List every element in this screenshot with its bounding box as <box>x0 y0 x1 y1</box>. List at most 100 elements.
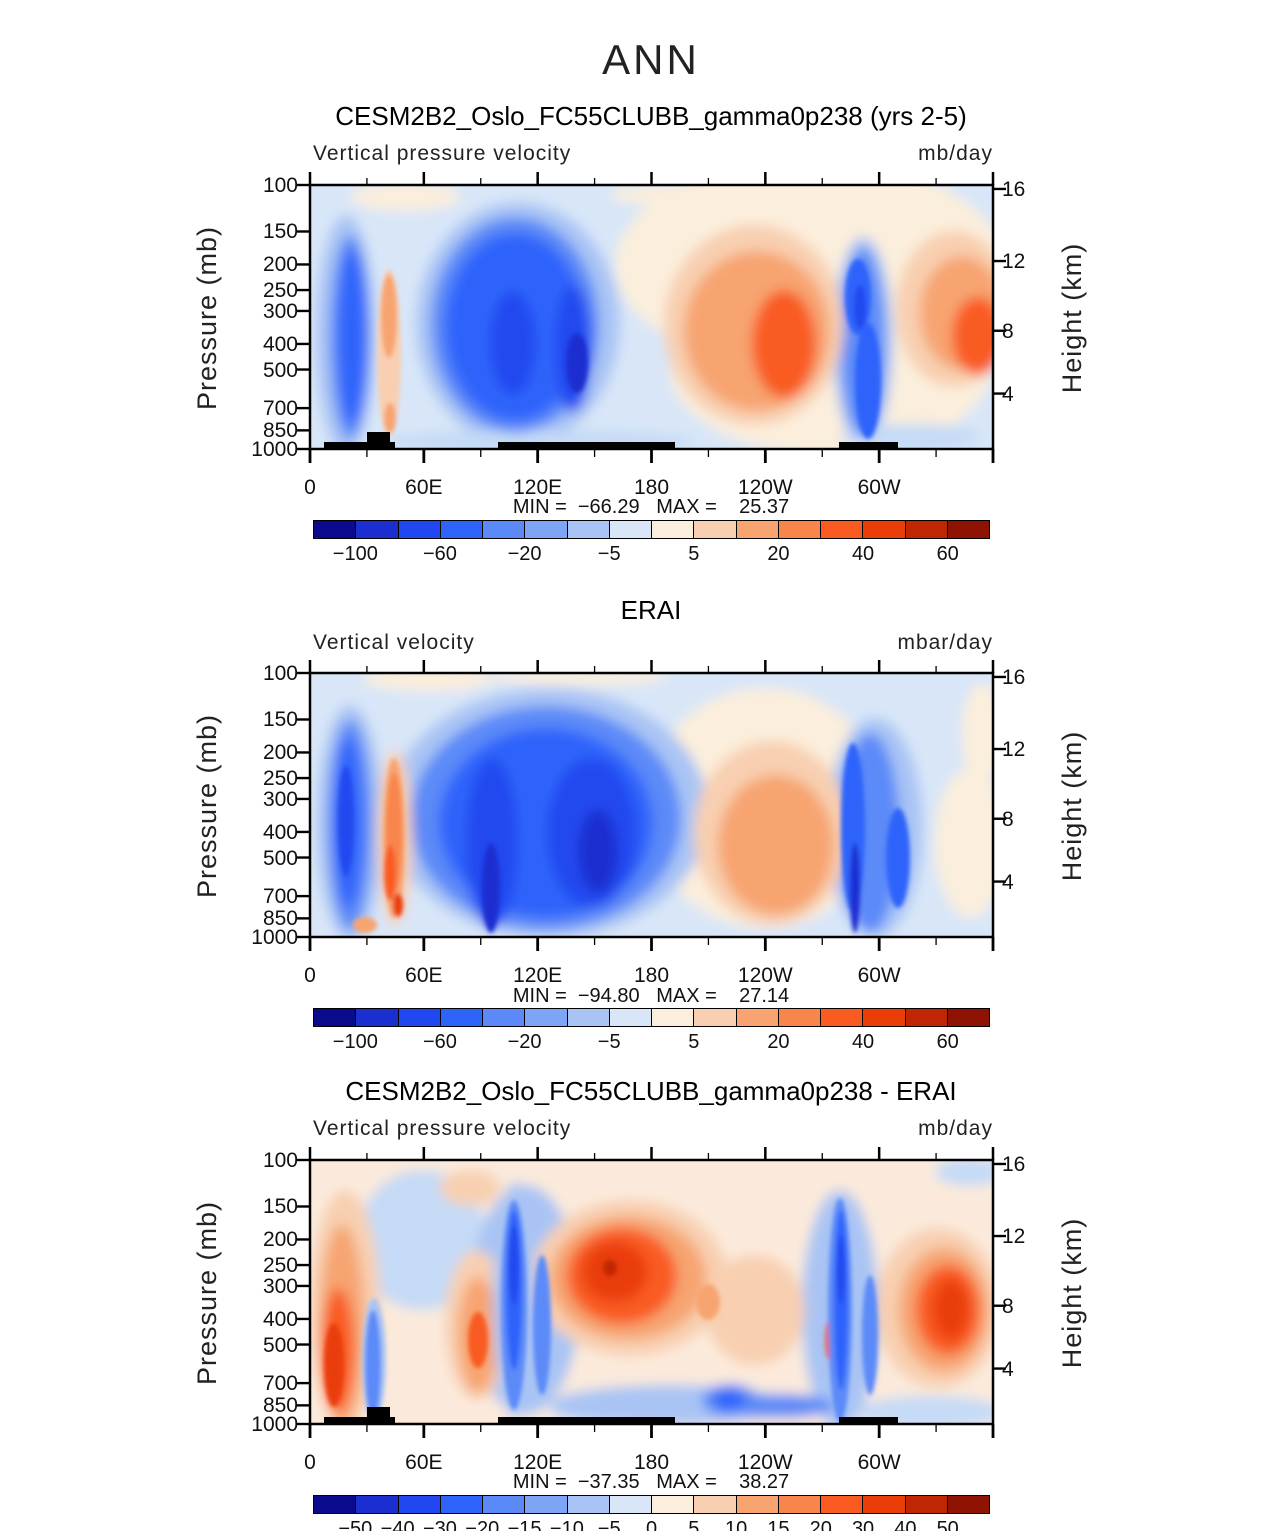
pressure-tick-label: 300 <box>262 787 298 811</box>
colorbar-tick-label: 40 <box>851 543 875 565</box>
colorbar-tick-label: 5 <box>688 1031 700 1053</box>
contour-feature <box>850 843 860 933</box>
height-tick-label: 8 <box>1002 807 1014 831</box>
colorbar-tick-label: −60 <box>422 543 457 565</box>
colorbar-segment <box>693 1008 737 1027</box>
colorbar-tick-label: 60 <box>936 543 959 565</box>
colorbar-segment <box>482 1495 526 1514</box>
contour-feature <box>466 758 518 928</box>
panel-3-pressure-axis-label: Pressure (mb) <box>192 1200 222 1386</box>
contour-feature <box>578 809 618 893</box>
contour-feature <box>713 1390 745 1410</box>
colorbar-tick-label: 15 <box>767 1518 790 1531</box>
colorbar-segment <box>904 520 948 539</box>
x-tick-label: 120E <box>513 476 563 499</box>
x-tick-label: 180 <box>633 1451 670 1474</box>
pressure-tick-label: 400 <box>262 820 298 844</box>
height-tick-label: 4 <box>1002 1357 1014 1381</box>
colorbar-tick-label: 30 <box>851 1518 875 1531</box>
colorbar-tick-label: −15 <box>507 1518 542 1531</box>
colorbar-segment <box>651 520 695 539</box>
pressure-tick-label: 850 <box>262 419 298 443</box>
colorbar-segment <box>735 1008 779 1027</box>
x-tick-label: 60W <box>857 964 901 987</box>
colorbar-segment <box>439 1495 483 1514</box>
pressure-tick-label: 400 <box>262 1307 298 1331</box>
colorbar-tick-label: 40 <box>894 1518 917 1531</box>
pressure-tick-label: 850 <box>262 1394 298 1418</box>
topography-bar <box>839 442 898 449</box>
colorbar-segment <box>946 1008 990 1027</box>
contour-feature <box>509 1225 519 1305</box>
height-tick-label: 16 <box>1002 177 1026 201</box>
contour-feature <box>393 893 403 917</box>
colorbar-segment <box>693 520 737 539</box>
pressure-tick-label: 500 <box>262 1333 298 1357</box>
pressure-tick-label: 700 <box>262 1372 298 1396</box>
panel-2-height-axis-label: Height (km) <box>1057 730 1087 882</box>
colorbar-tick-label: −5 <box>597 1518 621 1531</box>
colorbar-segment <box>397 1008 441 1027</box>
colorbar-segment <box>524 1008 568 1027</box>
colorbar-tick-label: 20 <box>767 1031 790 1053</box>
colorbar-segment <box>946 1495 990 1514</box>
colorbar-tick-label: 0 <box>645 1518 658 1531</box>
colorbar-tick-label: 5 <box>688 1518 700 1531</box>
contour-feature <box>365 1310 381 1420</box>
panel-1-minmax-text: MIN = −66.29 MAX = 25.37 <box>512 496 790 518</box>
colorbar-segment <box>862 520 906 539</box>
contour-feature <box>566 333 588 393</box>
contour-feature <box>952 297 993 375</box>
pressure-tick-label: 150 <box>262 1195 298 1219</box>
contour-feature <box>854 285 866 329</box>
contour-feature <box>468 1312 488 1368</box>
colorbar <box>313 520 990 539</box>
contour-feature <box>603 1260 617 1276</box>
x-tick-label: 120E <box>513 964 563 987</box>
contour-feature <box>610 185 730 205</box>
contour-feature <box>935 1160 993 1186</box>
colorbar-segment <box>904 1495 948 1514</box>
x-tick-label: 120W <box>737 476 793 499</box>
panel-3-height-axis-label: Height (km) <box>1057 1217 1087 1369</box>
pressure-tick-label: 1000 <box>251 1413 298 1436</box>
contour-feature <box>855 323 881 439</box>
colorbar-tick-label: −100 <box>332 543 378 565</box>
figure-title: ANN <box>602 36 700 83</box>
pressure-tick-label: 100 <box>262 662 298 685</box>
x-tick-label: 120E <box>513 1451 563 1474</box>
contour-feature <box>725 1394 835 1418</box>
colorbar-tick-label: −10 <box>549 1518 584 1531</box>
height-tick-label: 16 <box>1002 665 1026 689</box>
height-tick-label: 16 <box>1002 1152 1026 1176</box>
height-tick-label: 12 <box>1002 738 1026 762</box>
colorbar-tick-label: 5 <box>688 543 700 565</box>
colorbar-segment <box>820 520 864 539</box>
panel-1-field-label: Vertical pressure velocity <box>313 142 572 165</box>
panel-3-units-label: mb/day <box>918 1117 993 1140</box>
colorbar <box>313 1495 990 1514</box>
panel-1-units-label: mb/day <box>918 142 993 165</box>
colorbar-tick-label: −20 <box>507 543 542 565</box>
contour-feature <box>886 808 910 908</box>
contour-feature <box>837 1235 845 1305</box>
colorbar-segment <box>608 1495 652 1514</box>
topography-bar <box>324 1417 395 1424</box>
pressure-tick-label: 850 <box>262 907 298 931</box>
topography-bar <box>324 442 395 449</box>
colorbar-segment <box>862 1008 906 1027</box>
x-tick-label: 60W <box>857 476 901 499</box>
colorbar-segment <box>397 1495 441 1514</box>
pressure-tick-label: 300 <box>262 1274 298 1298</box>
topography-bar <box>839 1417 898 1424</box>
colorbar-segment <box>439 1008 483 1027</box>
height-tick-label: 4 <box>1002 382 1014 406</box>
colorbar-segment <box>313 1495 357 1514</box>
panel-2-units-label: mbar/day <box>897 631 993 654</box>
contour-feature <box>933 1279 969 1339</box>
x-tick-label: 0 <box>304 964 316 987</box>
colorbar-segment <box>566 520 610 539</box>
contour-feature <box>384 845 396 901</box>
x-tick-label: 60E <box>405 964 443 987</box>
contour-feature <box>705 1255 805 1365</box>
